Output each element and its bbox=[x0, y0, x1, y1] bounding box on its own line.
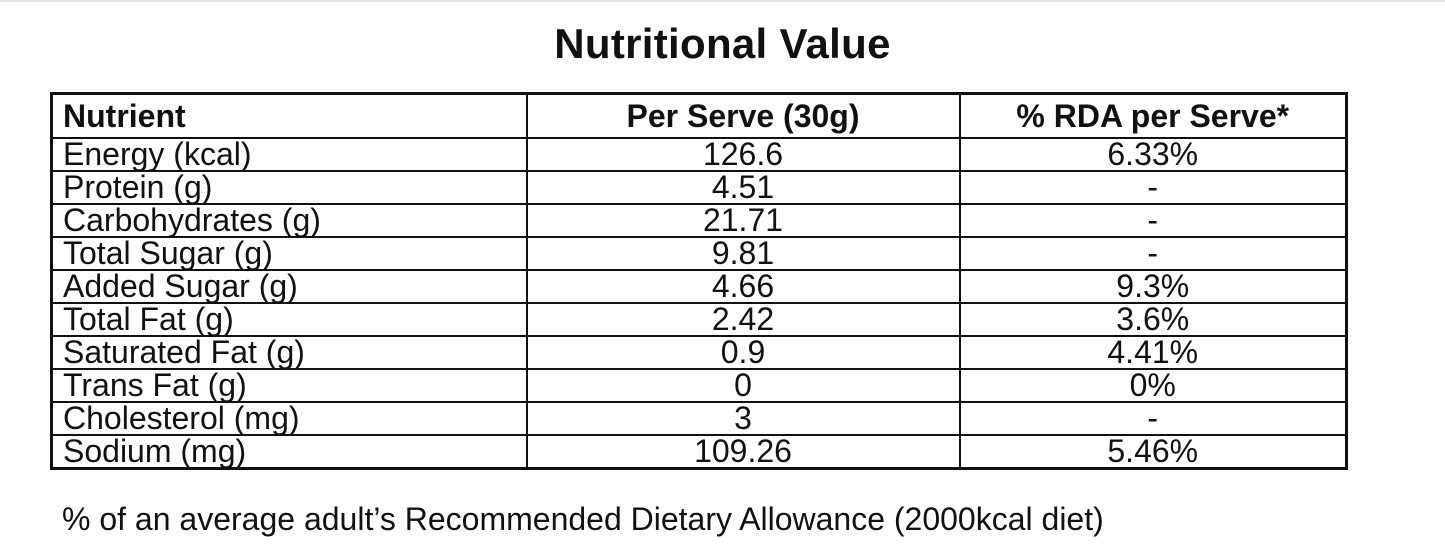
per-serve-cell: 0 bbox=[525, 368, 961, 403]
per-serve-cell: 9.81 bbox=[525, 236, 961, 271]
rda-cell: - bbox=[958, 401, 1348, 436]
table-row: Sodium (mg) 109.26 5.46% bbox=[50, 434, 1348, 470]
table-row: Energy (kcal) 126.6 6.33% bbox=[50, 137, 1348, 172]
per-serve-cell: 0.9 bbox=[525, 335, 961, 370]
per-serve-cell: 4.66 bbox=[525, 269, 961, 304]
table-row: Trans Fat (g) 0 0% bbox=[50, 368, 1348, 403]
table-row: Total Sugar (g) 9.81 - bbox=[50, 236, 1348, 271]
table-row: Added Sugar (g) 4.66 9.3% bbox=[50, 269, 1348, 304]
header-per-serve: Per Serve (30g) bbox=[525, 92, 961, 139]
rda-cell: 5.46% bbox=[958, 434, 1348, 470]
nutrient-cell: Total Fat (g) bbox=[50, 302, 528, 337]
rda-cell: 9.3% bbox=[958, 269, 1348, 304]
table-row: Protein (g) 4.51 - bbox=[50, 170, 1348, 205]
table-header-row: Nutrient Per Serve (30g) % RDA per Serve… bbox=[50, 92, 1348, 139]
per-serve-cell: 4.51 bbox=[525, 170, 961, 205]
nutrient-cell: Saturated Fat (g) bbox=[50, 335, 528, 370]
rda-cell: 0% bbox=[958, 368, 1348, 403]
rda-cell: 6.33% bbox=[958, 137, 1348, 172]
table-row: Carbohydrates (g) 21.71 - bbox=[50, 203, 1348, 238]
nutrient-cell: Total Sugar (g) bbox=[50, 236, 528, 271]
per-serve-cell: 126.6 bbox=[525, 137, 961, 172]
header-nutrient: Nutrient bbox=[50, 92, 528, 139]
header-rda: % RDA per Serve* bbox=[958, 92, 1348, 139]
nutrient-cell: Energy (kcal) bbox=[50, 137, 528, 172]
page-title: Nutritional Value bbox=[554, 20, 891, 67]
table-row: Cholesterol (mg) 3 - bbox=[50, 401, 1348, 436]
rda-footnote: % of an average adult’s Recommended Diet… bbox=[62, 501, 1104, 537]
top-divider bbox=[0, 0, 1445, 2]
rda-cell: - bbox=[958, 203, 1348, 238]
rda-cell: - bbox=[958, 236, 1348, 271]
table-row: Saturated Fat (g) 0.9 4.41% bbox=[50, 335, 1348, 370]
nutrient-cell: Carbohydrates (g) bbox=[50, 203, 528, 238]
nutrient-cell: Protein (g) bbox=[50, 170, 528, 205]
nutrient-cell: Sodium (mg) bbox=[50, 434, 528, 470]
nutrient-cell: Trans Fat (g) bbox=[50, 368, 528, 403]
per-serve-cell: 109.26 bbox=[525, 434, 961, 470]
nutrient-cell: Cholesterol (mg) bbox=[50, 401, 528, 436]
rda-cell: 3.6% bbox=[958, 302, 1348, 337]
per-serve-cell: 2.42 bbox=[525, 302, 961, 337]
rda-cell: 4.41% bbox=[958, 335, 1348, 370]
per-serve-cell: 3 bbox=[525, 401, 961, 436]
rda-cell: - bbox=[958, 170, 1348, 205]
per-serve-cell: 21.71 bbox=[525, 203, 961, 238]
nutrition-table: Nutrient Per Serve (30g) % RDA per Serve… bbox=[50, 92, 1348, 470]
nutrient-cell: Added Sugar (g) bbox=[50, 269, 528, 304]
table-row: Total Fat (g) 2.42 3.6% bbox=[50, 302, 1348, 337]
